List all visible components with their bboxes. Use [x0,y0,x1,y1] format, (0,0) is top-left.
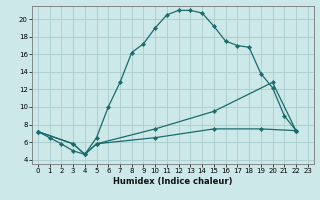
X-axis label: Humidex (Indice chaleur): Humidex (Indice chaleur) [113,177,233,186]
